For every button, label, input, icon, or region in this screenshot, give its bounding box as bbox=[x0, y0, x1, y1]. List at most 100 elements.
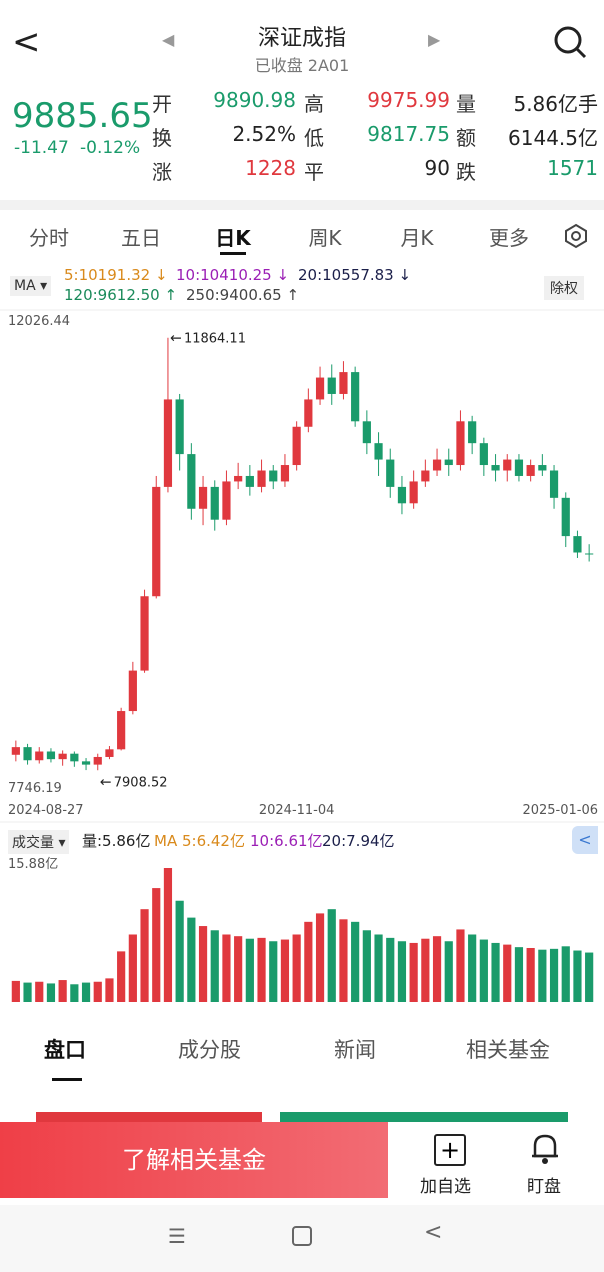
candle-body bbox=[362, 421, 371, 444]
bell-icon[interactable] bbox=[530, 1132, 560, 1166]
volume-bar bbox=[397, 941, 407, 1002]
volume-label: 成交量 bbox=[12, 835, 54, 851]
adjust-button[interactable]: 除权 bbox=[544, 276, 584, 300]
volume-bar bbox=[573, 950, 582, 1002]
volume-bar bbox=[140, 909, 149, 1002]
volume-bar bbox=[152, 888, 161, 1002]
volume-bar bbox=[187, 917, 196, 1002]
candle-body bbox=[234, 475, 243, 482]
candle-body bbox=[175, 399, 184, 455]
candle-body bbox=[585, 553, 594, 555]
volume-bar bbox=[304, 921, 313, 1002]
ma-value: 120:9612.50 ↑ bbox=[64, 286, 178, 304]
tab[interactable]: 更多 bbox=[489, 226, 529, 250]
primary-button[interactable]: 了解相关基金 bbox=[0, 1122, 388, 1198]
nav-back[interactable]: < bbox=[424, 1220, 443, 1245]
volume-bar bbox=[11, 980, 20, 1002]
volume-bar bbox=[585, 952, 594, 1002]
candle-body bbox=[561, 497, 570, 537]
add-watchlist[interactable]: 加自选 bbox=[420, 1177, 471, 1197]
candle-body bbox=[444, 459, 453, 466]
volume-bar bbox=[421, 938, 430, 1002]
volume-bar bbox=[456, 929, 465, 1002]
stat-value: 9975.99 bbox=[367, 88, 450, 112]
ma-value: 250:9400.65 ↑ bbox=[186, 286, 300, 304]
prev-arrow[interactable]: ◀ bbox=[162, 30, 175, 49]
volume-bar bbox=[198, 926, 208, 1002]
tab[interactable]: 周K bbox=[308, 226, 342, 250]
candle-body bbox=[58, 753, 67, 760]
next-arrow[interactable]: ▶ bbox=[428, 30, 441, 49]
settings-icon[interactable] bbox=[562, 222, 590, 250]
volume-bar bbox=[280, 939, 290, 1002]
candle-body bbox=[11, 747, 20, 755]
stat-label: 额 bbox=[456, 126, 476, 150]
candle-body bbox=[245, 475, 254, 487]
volume-legend: 20:7.94亿 bbox=[322, 832, 395, 850]
min-arrow: ← bbox=[100, 774, 112, 790]
search-icon[interactable] bbox=[552, 24, 588, 60]
volume-bar bbox=[23, 982, 32, 1002]
volume-bar bbox=[339, 919, 348, 1002]
candle-body bbox=[210, 486, 219, 520]
ma-value: 10:10410.25 ↓ bbox=[176, 266, 290, 284]
volume-legend: 量:5.86亿 bbox=[82, 832, 151, 850]
collapse-button[interactable]: < bbox=[572, 826, 598, 854]
bottom-tab[interactable]: 成分股 bbox=[178, 1038, 241, 1062]
candle-body bbox=[327, 377, 336, 394]
volume-bar bbox=[362, 930, 371, 1002]
volume-bar bbox=[257, 937, 266, 1002]
candle-body bbox=[538, 465, 547, 471]
subtitle: 已收盘 2A01 bbox=[254, 56, 350, 75]
tab[interactable]: 分时 bbox=[29, 226, 69, 250]
ratio-down-bar bbox=[280, 1112, 568, 1122]
ma-value: 20:10557.83 ↓ bbox=[298, 266, 412, 284]
back-button[interactable]: < bbox=[12, 22, 41, 62]
volume-tick-label: 15.88亿 bbox=[8, 857, 58, 872]
bottom-tab[interactable]: 相关基金 bbox=[466, 1038, 550, 1062]
tab[interactable]: 月K bbox=[400, 226, 434, 250]
candle-body bbox=[503, 459, 512, 471]
bottom-tab[interactable]: 新闻 bbox=[334, 1038, 376, 1062]
candle-body bbox=[81, 761, 91, 765]
stat-value: 1228 bbox=[245, 156, 296, 180]
tab[interactable]: 五日 bbox=[121, 226, 161, 250]
ma-select[interactable]: MA ▾ bbox=[10, 276, 52, 296]
tab[interactable]: 日K bbox=[215, 226, 251, 250]
candle-body bbox=[140, 596, 149, 671]
volume-bar bbox=[234, 936, 243, 1002]
tab-underline bbox=[220, 252, 246, 255]
volume-bar bbox=[432, 936, 442, 1002]
candle-body bbox=[397, 486, 407, 504]
nav-home[interactable] bbox=[292, 1226, 312, 1246]
add-icon[interactable]: + bbox=[434, 1134, 466, 1166]
volume-bar bbox=[292, 934, 301, 1002]
candle-body bbox=[128, 670, 137, 712]
volume-bar bbox=[117, 951, 126, 1002]
candle-body bbox=[222, 481, 231, 520]
watch[interactable]: 盯盘 bbox=[527, 1177, 561, 1197]
divider bbox=[0, 200, 604, 210]
stat-label: 高 bbox=[304, 92, 324, 116]
stat-value: 9817.75 bbox=[367, 122, 450, 146]
volume-bar bbox=[245, 938, 254, 1002]
volume-bar bbox=[549, 948, 559, 1002]
volume-bar bbox=[315, 913, 325, 1002]
candle-body bbox=[456, 421, 465, 466]
volume-bar bbox=[105, 978, 114, 1002]
candle-body bbox=[468, 421, 477, 444]
candle-body bbox=[35, 751, 44, 761]
volume-select[interactable]: 成交量 ▾ bbox=[8, 830, 70, 854]
volume-bar bbox=[468, 934, 477, 1002]
ma-value: 5:10191.32 ↓ bbox=[64, 266, 168, 284]
bottom-tab[interactable]: 盘口 bbox=[44, 1038, 86, 1062]
stat-label: 跌 bbox=[456, 160, 476, 184]
max-label: 11864.11 bbox=[184, 332, 246, 347]
stat-value: 5.86亿手 bbox=[513, 92, 598, 116]
nav-menu[interactable]: ☰ bbox=[168, 1224, 186, 1248]
ratio-up-bar bbox=[36, 1112, 262, 1122]
x-tick-label: 2024-08-27 bbox=[8, 803, 84, 818]
candle-body bbox=[573, 536, 582, 553]
volume-bar bbox=[58, 980, 67, 1002]
